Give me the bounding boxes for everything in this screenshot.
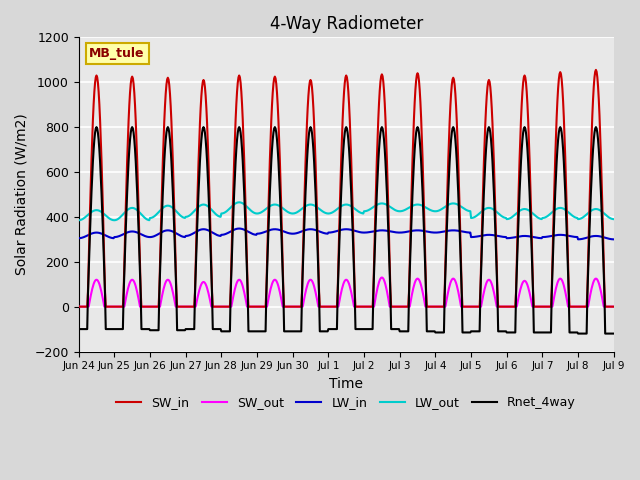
LW_in — [75, 235, 83, 241]
LW_in — [574, 237, 582, 242]
Rnet_4way — [574, 331, 582, 336]
Rnet_4way — [499, 328, 506, 334]
Title: 4-Way Radiometer: 4-Way Radiometer — [269, 15, 423, 33]
SW_out — [314, 300, 321, 306]
SW_in — [177, 304, 184, 310]
SW_out — [177, 304, 184, 310]
Rnet_4way — [609, 331, 617, 336]
LW_out — [177, 213, 184, 219]
Line: LW_in: LW_in — [79, 228, 613, 240]
Rnet_4way — [416, 137, 424, 143]
LW_out — [75, 217, 83, 223]
SW_out — [416, 278, 424, 284]
SW_in — [314, 234, 321, 240]
Line: Rnet_4way: Rnet_4way — [79, 127, 613, 334]
LW_out — [314, 205, 322, 211]
Legend: SW_in, SW_out, LW_in, LW_out, Rnet_4way: SW_in, SW_out, LW_in, LW_out, Rnet_4way — [111, 391, 581, 414]
SW_in — [592, 67, 600, 73]
SW_in — [75, 304, 83, 310]
Line: LW_out: LW_out — [79, 202, 613, 220]
SW_out — [388, 304, 396, 310]
Rnet_4way — [93, 124, 100, 130]
LW_in — [499, 234, 506, 240]
SW_out — [75, 304, 83, 310]
Text: MB_tule: MB_tule — [90, 47, 145, 60]
LW_in — [236, 226, 243, 231]
Rnet_4way — [75, 326, 83, 332]
LW_out — [499, 214, 506, 219]
SW_in — [252, 304, 259, 310]
LW_in — [314, 228, 322, 234]
SW_in — [415, 78, 423, 84]
LW_out — [388, 205, 396, 211]
SW_out — [609, 304, 617, 310]
LW_out — [609, 216, 617, 222]
LW_out — [236, 199, 243, 205]
Rnet_4way — [177, 327, 185, 333]
Line: SW_in: SW_in — [79, 70, 613, 307]
LW_in — [609, 237, 617, 242]
Rnet_4way — [314, 270, 322, 276]
SW_out — [252, 304, 259, 310]
SW_in — [609, 304, 617, 310]
SW_out — [378, 275, 386, 280]
SW_in — [498, 304, 506, 310]
SW_in — [387, 304, 395, 310]
LW_out — [416, 202, 424, 208]
LW_in — [252, 232, 260, 238]
Rnet_4way — [252, 328, 260, 334]
LW_in — [388, 229, 396, 235]
Y-axis label: Solar Radiation (W/m2): Solar Radiation (W/m2) — [15, 114, 29, 276]
LW_in — [416, 228, 424, 233]
Rnet_4way — [388, 326, 396, 332]
SW_out — [499, 304, 506, 310]
LW_out — [252, 211, 260, 216]
X-axis label: Time: Time — [329, 377, 364, 391]
Line: SW_out: SW_out — [79, 277, 613, 307]
LW_in — [177, 233, 184, 239]
